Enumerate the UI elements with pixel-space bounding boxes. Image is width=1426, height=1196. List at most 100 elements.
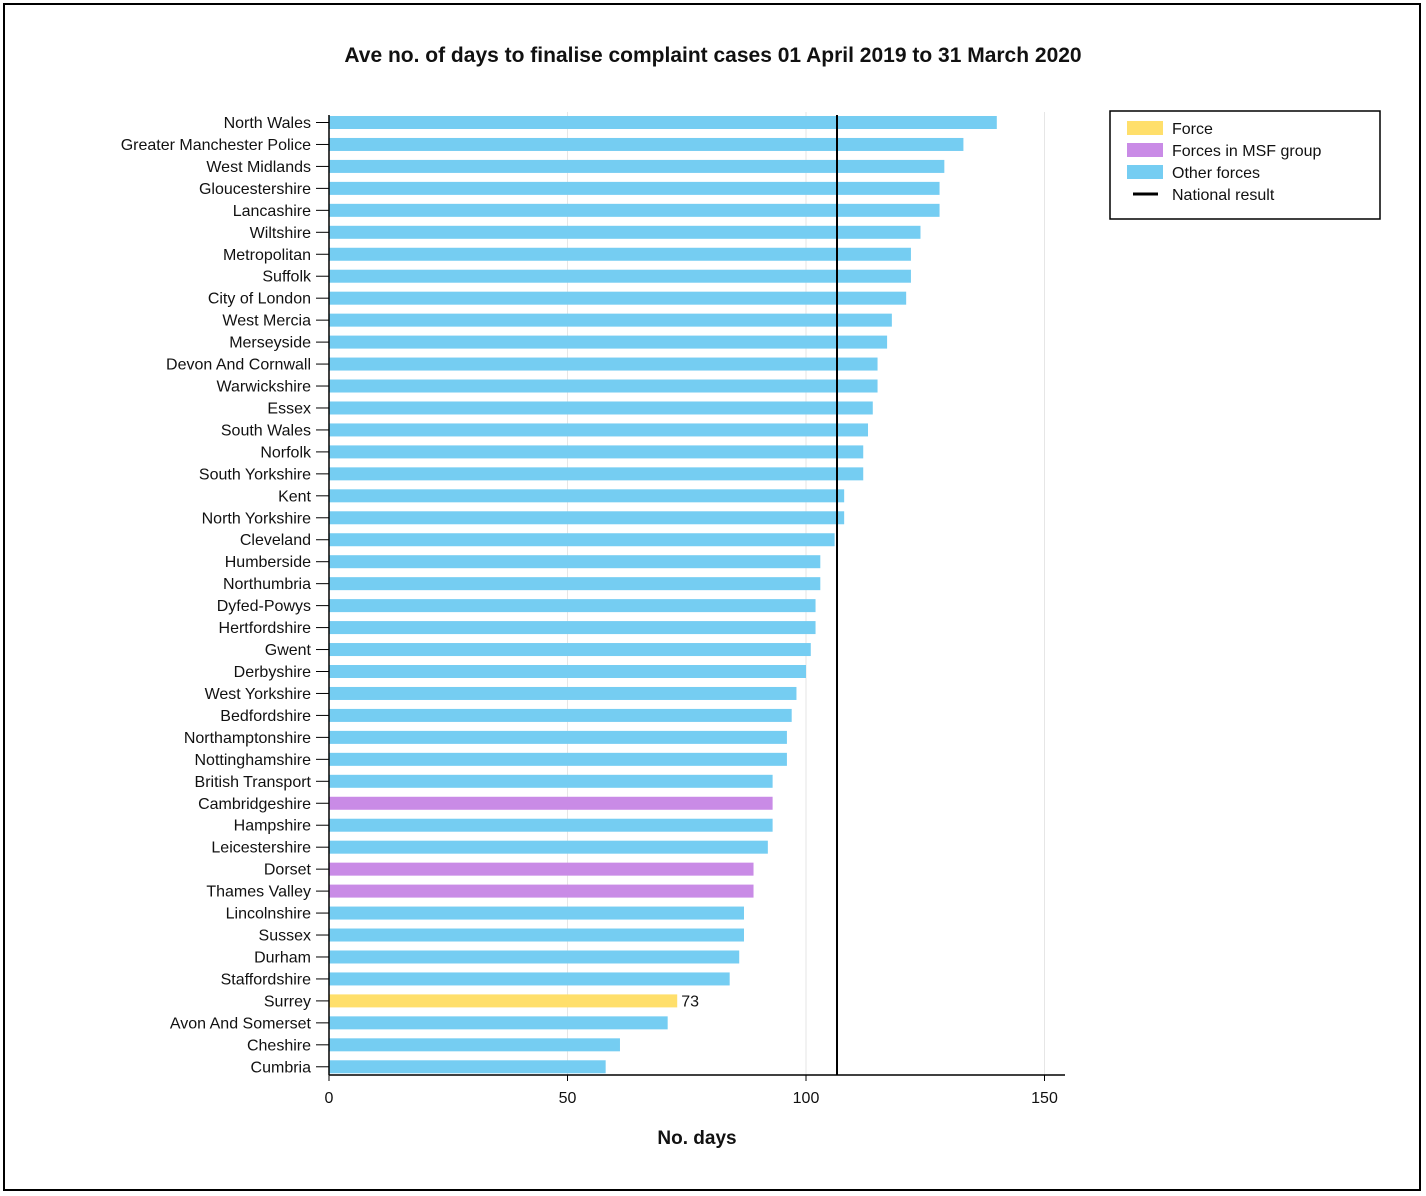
category-label: Avon And Somerset [170,1015,312,1032]
chart-frame [3,3,1421,1191]
category-label: West Midlands [206,159,311,176]
category-label: Bedfordshire [220,708,311,725]
category-label: Suffolk [262,269,312,286]
legend-label-force: Force [1172,121,1213,138]
x-tick-label: 100 [793,1090,820,1107]
legend-swatch-msf [1127,143,1163,157]
chart-title: Ave no. of days to finalise complaint ca… [344,44,1082,67]
category-label: Staffordshire [221,971,312,988]
bar-devon-and-cornwall [329,357,878,371]
bar-british-transport [329,774,773,788]
bar-northamptonshire [329,730,787,744]
category-label: Northumbria [223,576,311,593]
category-label: South Yorkshire [199,466,311,483]
bar-staffordshire [329,972,730,986]
category-label: Gloucestershire [199,181,311,198]
bar-derbyshire [329,665,806,678]
category-label: Wiltshire [250,225,311,242]
category-label: Northamptonshire [184,730,311,747]
bar-gwent [329,643,811,657]
bar-bedfordshire [329,708,792,722]
category-label: Greater Manchester Police [121,137,311,154]
bar-leicestershire [329,840,768,854]
bar-cleveland [329,533,835,547]
bar-south-yorkshire [329,467,864,481]
bar-cheshire [329,1038,620,1052]
category-label: Cumbria [251,1059,312,1076]
bar-warwickshire [329,379,878,393]
bar-gloucestershire [329,181,940,195]
category-label: Cheshire [247,1037,311,1054]
bar-metropolitan [329,247,911,261]
category-label: Dyfed-Powys [217,598,311,615]
bar-city-of-london [329,291,907,305]
bar-west-yorkshire [329,686,797,700]
bar-hampshire [329,818,773,832]
category-label: Lincolnshire [226,906,311,923]
bar-west-midlands [329,159,945,173]
bar-nottinghamshire [329,752,787,766]
bar-humberside [329,555,821,569]
x-tick-label: 50 [559,1090,577,1107]
x-tick-label: 150 [1031,1090,1058,1107]
bar-merseyside [329,335,888,349]
bar-suffolk [329,269,911,283]
category-label: Surrey [264,993,311,1010]
bar-cumbria [329,1060,606,1074]
category-label: Cambridgeshire [198,796,311,813]
category-label: Hertfordshire [219,620,312,637]
category-label: Hampshire [234,818,311,835]
category-label: South Wales [221,422,311,439]
bar-lincolnshire [329,906,744,920]
category-label: Derbyshire [234,664,311,681]
category-label: Durham [254,949,311,966]
bar-greater-manchester-police [329,137,964,151]
legend-label-national: National result [1172,187,1275,204]
bar-south-wales [329,423,869,437]
bar-northumbria [329,577,821,591]
category-label: Lancashire [233,203,311,220]
category-label: British Transport [195,774,312,791]
category-label: Dorset [264,862,312,879]
legend-label-other: Other forces [1172,165,1260,182]
category-label: West Yorkshire [205,686,312,703]
bar-cambridgeshire [329,796,773,810]
category-label: Kent [278,488,311,505]
bar-avon-and-somerset [329,1016,668,1030]
category-label: Devon And Cornwall [166,357,311,374]
category-label: Cleveland [240,532,311,549]
category-label: North Wales [224,115,311,132]
legend-label-msf: Forces in MSF group [1172,143,1321,160]
bar-kent [329,489,845,503]
category-label: Thames Valley [206,884,311,901]
bar-lancashire [329,203,940,217]
category-label: Leicestershire [211,840,311,857]
category-label: Nottinghamshire [195,752,312,769]
category-label: West Mercia [222,313,311,330]
bar-norfolk [329,445,864,459]
category-label: Sussex [259,928,311,945]
category-label: Gwent [265,642,312,659]
bar-wiltshire [329,225,921,239]
category-label: Merseyside [229,335,311,352]
legend-swatch-other [1127,165,1163,179]
category-label: Essex [267,400,311,417]
category-label: North Yorkshire [202,510,311,527]
x-axis-title: No. days [657,1128,736,1149]
category-label: Norfolk [260,444,312,461]
category-label: Metropolitan [223,247,311,264]
bar-north-wales [329,116,997,129]
bar-thames-valley [329,884,754,898]
bar-north-yorkshire [329,511,845,525]
bar-west-mercia [329,313,892,327]
category-label: Humberside [225,554,311,571]
data-label: 73 [681,993,699,1010]
legend-swatch-force [1127,121,1163,135]
bar-surrey [329,994,678,1008]
bar-durham [329,950,740,964]
bar-sussex [329,928,744,942]
category-label: City of London [208,291,311,308]
x-tick-label: 0 [325,1090,334,1107]
bar-dyfed-powys [329,599,816,613]
